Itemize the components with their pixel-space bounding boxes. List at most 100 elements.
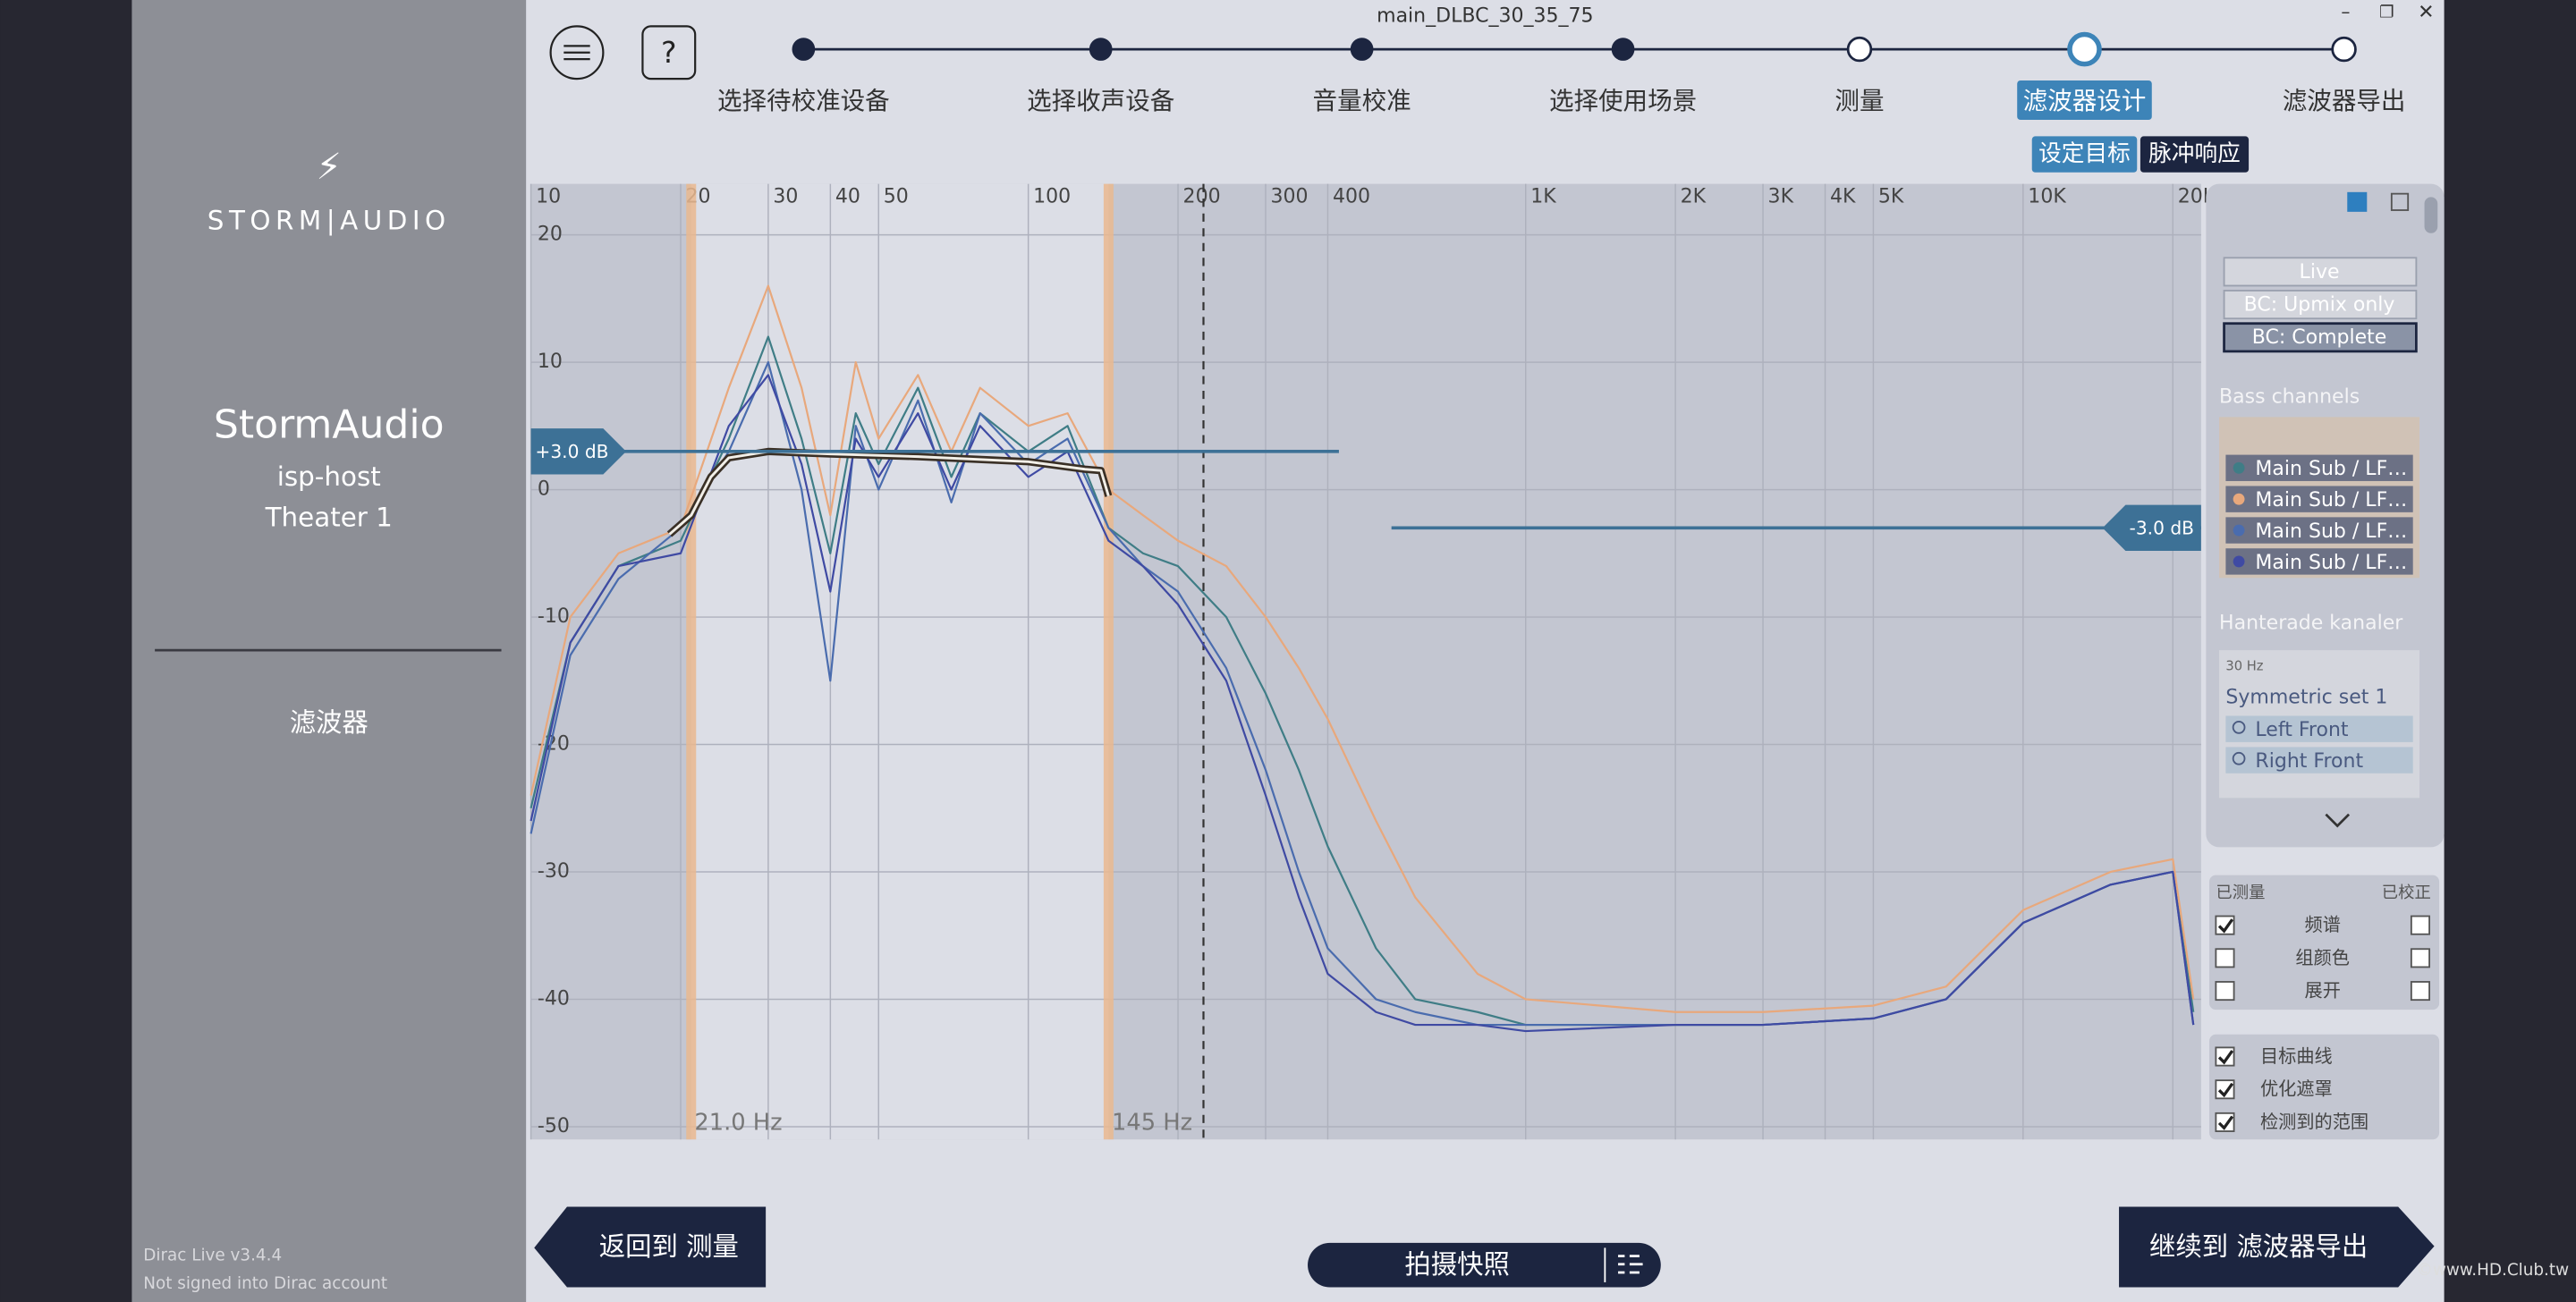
host: isp-host [277, 461, 381, 492]
menu-icon [564, 45, 590, 61]
checkbox[interactable] [2215, 1112, 2235, 1132]
x-tick-label: 10 [536, 185, 561, 207]
maximize[interactable]: ❐ [2379, 4, 2394, 22]
target-curve[interactable] [668, 450, 1110, 536]
x-tick-label: 40 [835, 185, 860, 207]
preset[interactable] [2223, 322, 2418, 353]
preset[interactable] [2223, 257, 2418, 287]
step-open[interactable] [1846, 36, 1873, 63]
channel-color [2233, 555, 2245, 568]
channel-color [2233, 493, 2245, 505]
cutoff-handle[interactable] [1103, 183, 1114, 1140]
corrected-heading: 已校正 [2382, 884, 2431, 902]
checkbox[interactable] [2215, 915, 2235, 935]
y-tick-label: -30 [538, 860, 570, 883]
menu-button[interactable] [549, 25, 605, 80]
options-box [2209, 875, 2440, 1010]
channel-label: Main Sub / LF… [2255, 552, 2407, 574]
checkbox[interactable] [2215, 948, 2235, 968]
preset-label: BC: Complete [2252, 326, 2387, 349]
close[interactable]: ✕ [2418, 2, 2434, 24]
option-label: 组颜色 [2295, 947, 2350, 968]
brand: STORM|AUDIO [208, 205, 451, 236]
channel-item[interactable] [2225, 454, 2413, 481]
x-tick-label: 200 [1183, 185, 1221, 207]
option-label: 展开 [2305, 979, 2341, 1001]
channel-label: Main Sub / LF… [2255, 458, 2407, 480]
handled-item[interactable] [2225, 715, 2413, 742]
step-label[interactable]: 音量校准 [1313, 87, 1411, 115]
measured-heading: 已测量 [2216, 884, 2265, 902]
channel-label: Main Sub / LF… [2255, 520, 2407, 543]
tab-label[interactable]: 脉冲响应 [2148, 140, 2241, 167]
checkbox[interactable] [2410, 915, 2430, 935]
checkbox[interactable] [2410, 948, 2430, 968]
checkbox[interactable] [2215, 981, 2235, 1002]
gain-label: +3.0 dB [535, 441, 608, 462]
section: 滤波器 [290, 707, 369, 738]
x-tick-label: 5K [1878, 185, 1904, 207]
checkmark [2217, 1050, 2234, 1065]
x-tick-label: 30 [773, 185, 798, 207]
tab[interactable] [2031, 136, 2138, 173]
expand-chevron[interactable] [2325, 813, 2351, 828]
x-tick-label: 300 [1270, 185, 1308, 207]
snapshot-label: 拍摄快照 [1404, 1249, 1509, 1280]
channel-item[interactable] [2225, 486, 2413, 512]
step-done[interactable] [1350, 38, 1374, 61]
correction-range [691, 183, 1109, 1140]
tab[interactable] [2140, 136, 2250, 173]
next-button[interactable] [2119, 1206, 2435, 1288]
device-name: StormAudio [214, 402, 445, 447]
checkbox[interactable] [2410, 981, 2430, 1002]
x-tick-label: 50 [884, 185, 909, 207]
response-curve [530, 374, 2195, 1033]
eye-toggle[interactable] [2390, 192, 2410, 211]
handled-radio [2232, 751, 2246, 765]
step-label[interactable]: 滤波器导出 [2283, 87, 2406, 115]
preset-label: Live [2300, 261, 2340, 283]
checkbox[interactable] [2215, 1046, 2235, 1067]
snapshot-list-icon[interactable] [1618, 1255, 1643, 1274]
overlay-label: 优化遮罩 [2260, 1078, 2333, 1100]
y-tick-label: -50 [538, 1115, 570, 1137]
help-button[interactable] [641, 25, 697, 80]
minimize[interactable]: – [2341, 1, 2350, 22]
step-label[interactable]: 滤波器设计 [2023, 87, 2147, 115]
cutoff-handle[interactable] [686, 183, 697, 1140]
group-toggle[interactable] [2347, 191, 2368, 212]
channel-item[interactable] [2225, 517, 2413, 544]
version: Dirac Live v3.4.4 [143, 1247, 282, 1265]
checkbox[interactable] [2215, 1079, 2235, 1100]
tab-label[interactable]: 设定目标 [2038, 140, 2131, 167]
step-open[interactable] [2331, 36, 2357, 63]
response-curve [530, 284, 2195, 1013]
step-label[interactable]: 选择收声设备 [1027, 87, 1174, 115]
bass-heading: Bass channels [2219, 385, 2360, 408]
step-label[interactable]: 选择待校准设备 [717, 87, 890, 115]
step-label[interactable]: 测量 [1835, 87, 1884, 115]
handled-label: Right Front [2255, 750, 2363, 773]
step-label[interactable]: 选择使用场景 [1549, 87, 1697, 115]
checkmark [2217, 1082, 2234, 1098]
scrollbar[interactable] [2424, 197, 2438, 233]
stepper: 选择待校准设备 选择收声设备 音量校准 选择使用场景 测量 滤波器设计 滤波器导出设定目标脉… [717, 31, 2406, 173]
y-tick-label: 0 [538, 478, 550, 501]
step-done[interactable] [792, 38, 816, 61]
handled-label: Left Front [2255, 719, 2348, 741]
preset[interactable] [2223, 290, 2418, 320]
step-current[interactable] [2067, 31, 2102, 67]
step-done[interactable] [1089, 38, 1113, 61]
channel-item[interactable] [2225, 548, 2413, 575]
gain-handle[interactable] [2102, 504, 2201, 552]
handled-item[interactable] [2225, 747, 2413, 774]
back-button[interactable] [534, 1206, 767, 1288]
x-tick-label: 3K [1768, 185, 1794, 207]
step-done[interactable] [1611, 38, 1635, 61]
watermark: ©www.HD.Club.tw [2417, 1261, 2570, 1280]
gain-handle[interactable] [530, 428, 627, 475]
x-tick-label: 4K [1830, 185, 1856, 207]
snapshot-button[interactable] [1308, 1242, 1661, 1288]
